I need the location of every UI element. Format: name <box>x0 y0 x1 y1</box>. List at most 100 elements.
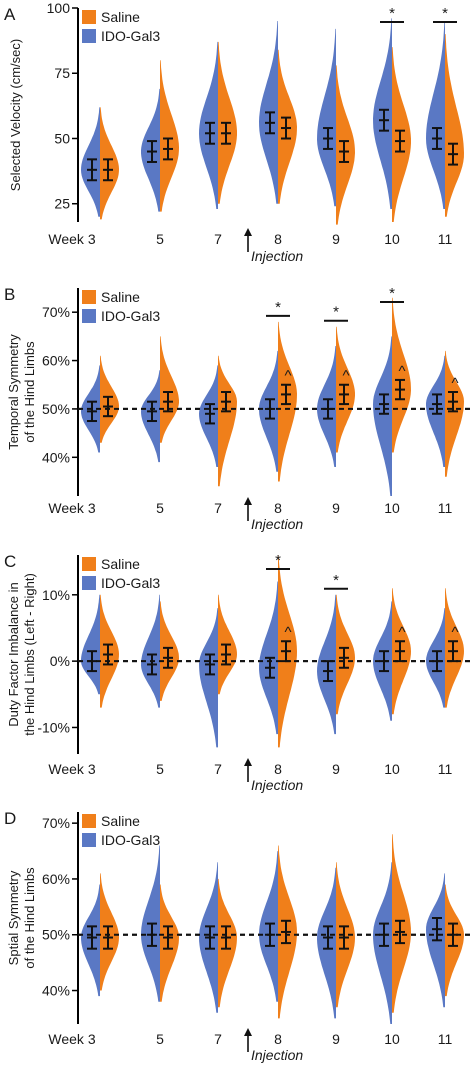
legend-label-ido-gal3: IDO-Gal3 <box>101 28 160 44</box>
significance-star: * <box>333 304 339 321</box>
x-tick-label: 8 <box>274 761 282 777</box>
y-axis-label-line2: the Hind Limbs (Left - Right) <box>22 573 37 736</box>
error-bar-ido-gal3 <box>87 158 97 182</box>
y-tick-label: 10% <box>42 587 70 603</box>
error-bar-saline <box>448 922 458 947</box>
y-tick-label: 50% <box>42 401 70 417</box>
y-axis-label: Temporal Symmetryof the Hind Limbs <box>6 334 37 450</box>
error-bar-ido-gal3 <box>379 922 389 947</box>
x-tick-label: 10 <box>384 500 400 516</box>
panel-label: D <box>4 809 16 828</box>
violin-ido-gal3 <box>317 594 336 735</box>
violin-ido-gal3 <box>426 355 445 467</box>
violin-saline <box>336 594 355 715</box>
violin-saline <box>392 47 411 222</box>
violin-group <box>317 862 355 1019</box>
significance-star: * <box>275 299 281 316</box>
violin-ido-gal3 <box>199 365 218 467</box>
violin-ido-gal3 <box>141 594 160 708</box>
violin-group <box>426 350 464 477</box>
panel-d: D Sptial Symmetryof the Hind Limbs 40% 50% 6… <box>4 809 470 1063</box>
error-bar-ido-gal3 <box>379 108 389 132</box>
y-axis-label-line1: Temporal Symmetry <box>6 334 21 450</box>
x-tick-label: 9 <box>332 231 340 247</box>
x-tick-label: 7 <box>214 761 222 777</box>
error-bar-ido-gal3 <box>205 925 215 950</box>
violin-group <box>259 555 297 748</box>
error-bar-ido-gal3 <box>432 650 442 673</box>
violin-saline <box>218 878 237 1008</box>
y-axis-label: Duty Factor Imbalance inthe Hind Limbs (… <box>6 573 37 736</box>
violin-saline <box>278 49 297 204</box>
violin-group <box>426 873 464 1008</box>
violin-saline <box>218 355 237 487</box>
violin-saline <box>445 884 464 997</box>
error-bar-ido-gal3 <box>432 393 442 415</box>
error-bar-ido-gal3 <box>147 922 157 947</box>
violin-saline <box>445 588 464 708</box>
error-bar-saline <box>103 158 113 182</box>
legend-swatch-saline <box>82 557 96 571</box>
injection-label: Injection <box>251 1047 303 1063</box>
violin-saline <box>100 107 119 220</box>
violin-group <box>259 321 297 482</box>
violin-ido-gal3 <box>199 41 218 210</box>
violin-group <box>259 21 297 204</box>
x-tick-label: 10 <box>384 761 400 777</box>
x-tick-label: 9 <box>332 500 340 516</box>
error-bar-ido-gal3 <box>205 653 215 676</box>
caret-marker: ^ <box>398 363 405 380</box>
error-bar-ido-gal3 <box>432 127 442 150</box>
significance-star: * <box>442 5 448 22</box>
violin-saline <box>336 862 355 1008</box>
y-tick-label: 40% <box>42 449 70 465</box>
error-bar-saline <box>221 925 231 950</box>
violin-saline <box>100 355 119 443</box>
x-tick-label: 5 <box>156 231 164 247</box>
violin-group <box>426 21 464 217</box>
x-tick-label: Week 3 <box>48 761 95 777</box>
y-tick-label: -10% <box>37 719 70 735</box>
y-tick-label: 75 <box>54 65 70 81</box>
x-tick-label: 7 <box>214 500 222 516</box>
violin-ido-gal3 <box>141 88 160 212</box>
error-bar-ido-gal3 <box>432 917 442 942</box>
error-bar-ido-gal3 <box>323 398 333 420</box>
legend-swatch-ido-gal3 <box>82 309 96 323</box>
violin-saline <box>336 326 355 453</box>
violin-group <box>141 594 179 708</box>
legend-swatch-saline <box>82 290 96 304</box>
violin-group <box>426 588 464 708</box>
y-tick-label: 60% <box>42 871 70 887</box>
panel-label: A <box>4 5 16 24</box>
x-tick-label: 7 <box>214 1031 222 1047</box>
violin-group <box>259 845 297 1019</box>
y-tick-label: 60% <box>42 353 70 369</box>
legend-swatch-ido-gal3 <box>82 29 96 43</box>
significance-star: * <box>389 5 395 22</box>
error-bar-saline <box>221 643 231 666</box>
violin-ido-gal3 <box>81 107 100 217</box>
violin-group <box>141 845 179 1002</box>
caret-marker: ^ <box>284 368 291 385</box>
error-bar-ido-gal3 <box>87 400 97 423</box>
y-tick-label: 0% <box>50 653 70 669</box>
x-tick-label: 5 <box>156 761 164 777</box>
significance-star: * <box>275 552 281 569</box>
caret-marker: ^ <box>342 368 349 385</box>
error-bar-ido-gal3 <box>87 650 97 673</box>
error-bar-ido-gal3 <box>147 400 157 423</box>
violin-ido-gal3 <box>373 336 392 496</box>
violin-ido-gal3 <box>81 884 100 997</box>
violin-ido-gal3 <box>373 18 392 210</box>
violin-group <box>373 588 411 721</box>
significance-star: * <box>389 285 395 302</box>
legend-label-saline: Saline <box>101 289 140 305</box>
violin-saline <box>160 60 179 212</box>
injection-label: Injection <box>251 516 303 532</box>
error-bar-saline <box>281 383 291 406</box>
x-tick-label: 5 <box>156 1031 164 1047</box>
error-bar-saline <box>163 646 173 669</box>
error-bar-saline <box>221 121 231 145</box>
